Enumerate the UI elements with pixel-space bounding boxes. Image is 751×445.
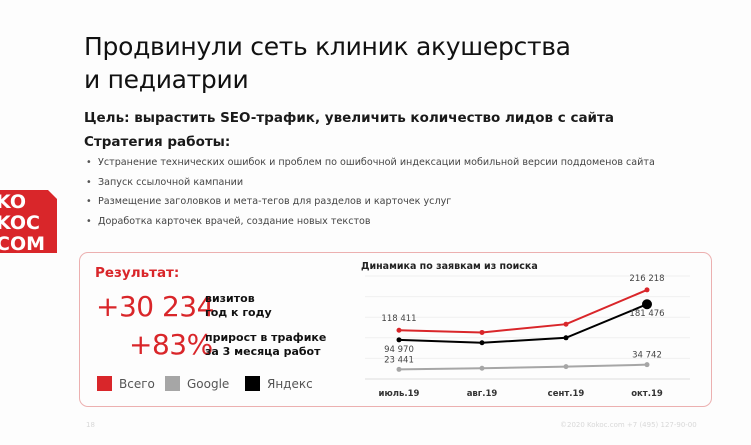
- legend-label: Всего: [119, 376, 155, 391]
- growth-label-line: за 3 месяца работ: [205, 345, 321, 358]
- x-tick-label: окт.19: [631, 389, 663, 399]
- legend-item-total: Всего: [97, 376, 155, 391]
- slide-title-line-1: Продвинули сеть клиник акушерства: [84, 32, 571, 61]
- data-label: 34 742: [632, 351, 662, 361]
- data-point: [642, 299, 652, 310]
- data-point: [563, 321, 569, 327]
- data-point: [396, 337, 402, 343]
- legend-label: Google: [187, 376, 230, 391]
- strategy-item: Устранение технических ошибок и проблем …: [86, 157, 655, 177]
- visits-label: визитов год к году: [205, 292, 272, 320]
- data-point: [644, 362, 650, 368]
- strategy-item: Доработка карточек врачей, создание новы…: [86, 216, 655, 236]
- goal-text: Цель: вырастить SEO-трафик, увеличить ко…: [84, 110, 614, 126]
- series-line-Яндекс: [398, 303, 648, 344]
- kokoc-logo: KO KOC COM: [0, 190, 57, 253]
- data-label: 216 218: [629, 274, 664, 284]
- legend-swatch: [97, 376, 112, 391]
- result-panel: [79, 252, 712, 407]
- data-label: 118 411: [381, 314, 416, 324]
- x-tick-label: июль.19: [379, 389, 420, 399]
- data-label: 23 441: [384, 355, 414, 365]
- legend-swatch: [165, 376, 180, 391]
- data-point: [563, 364, 569, 370]
- visits-label-line: визитов: [205, 292, 255, 305]
- slide-title: Продвинули сеть клиник акушерства и педи…: [84, 30, 571, 96]
- visits-value: +30 234: [96, 290, 214, 323]
- data-point: [479, 365, 485, 371]
- x-tick-label: авг.19: [467, 389, 498, 399]
- data-point: [396, 366, 402, 372]
- svg-text:COM: COM: [0, 233, 45, 253]
- x-tick-label: сент.19: [548, 389, 585, 399]
- growth-value: +83%: [129, 328, 213, 361]
- legend-item-google: Google: [165, 376, 229, 391]
- data-point: [396, 327, 402, 333]
- strategy-item: Размещение заголовков и мета-тегов для р…: [86, 196, 655, 216]
- svg-text:KO: KO: [0, 191, 26, 213]
- series-line-Google: [398, 363, 648, 371]
- data-label: 94 970: [384, 345, 414, 355]
- legend-swatch: [245, 376, 260, 391]
- legend-label: Яндекс: [267, 376, 313, 391]
- slide-title-line-2: и педиатрии: [84, 65, 249, 94]
- svg-text:KOC: KOC: [0, 212, 40, 234]
- strategy-item: Запуск ссылочной кампании: [86, 177, 655, 197]
- result-heading: Результат:: [95, 265, 180, 281]
- data-label: 181 476: [629, 309, 664, 319]
- page-number: 18: [86, 421, 95, 429]
- series-line-Всего: [398, 288, 648, 334]
- chart-title: Динамика по заявкам из поиска: [361, 261, 538, 272]
- growth-label-line: прирост в трафике: [205, 331, 327, 344]
- legend-item-yandex: Яндекс: [245, 376, 313, 391]
- visits-label-line: год к году: [205, 306, 272, 319]
- growth-label: прирост в трафике за 3 месяца работ: [205, 331, 326, 359]
- strategy-heading: Стратегия работы:: [84, 134, 231, 150]
- data-point: [563, 335, 569, 341]
- data-point: [479, 340, 485, 346]
- footer-copyright: ©2020 Kokoc.com +7 (495) 127-90-00: [560, 421, 697, 429]
- data-point: [644, 287, 650, 293]
- strategy-list: Устранение технических ошибок и проблем …: [86, 157, 655, 235]
- data-point: [479, 329, 485, 335]
